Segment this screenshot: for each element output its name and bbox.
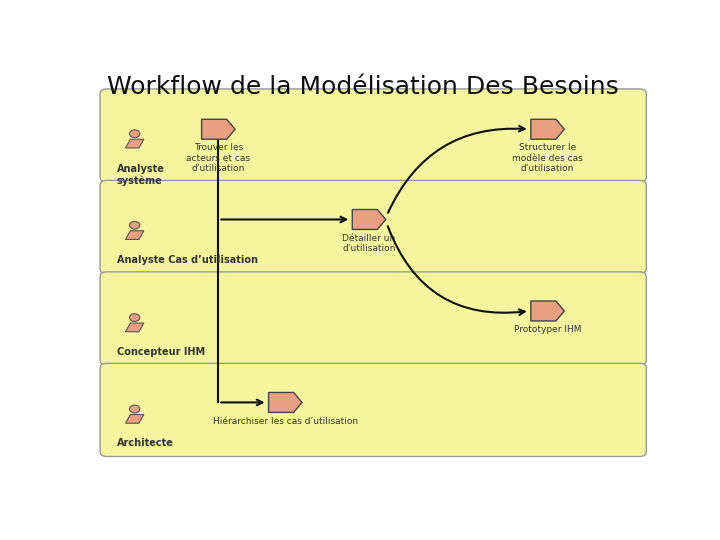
Text: Workflow de la Modélisation Des Besoins: Workflow de la Modélisation Des Besoins — [107, 75, 618, 99]
FancyBboxPatch shape — [100, 180, 647, 274]
Text: Architecte: Architecte — [117, 438, 174, 448]
Polygon shape — [531, 301, 564, 321]
Polygon shape — [352, 210, 386, 230]
Polygon shape — [531, 119, 564, 139]
Text: Hiérarchiser les cas d’utilisation: Hiérarchiser les cas d’utilisation — [212, 416, 358, 426]
Polygon shape — [125, 415, 144, 423]
Text: Détailler un
d’utilisation: Détailler un d’utilisation — [342, 234, 396, 253]
FancyBboxPatch shape — [100, 272, 647, 365]
Text: Analyste Cas d’utilisation: Analyste Cas d’utilisation — [117, 255, 258, 265]
Polygon shape — [125, 231, 144, 239]
Text: Analyste
système: Analyste système — [117, 164, 165, 186]
Polygon shape — [125, 139, 144, 148]
FancyBboxPatch shape — [100, 89, 647, 182]
Text: Structurer le
modèle des cas
d’utilisation: Structurer le modèle des cas d’utilisati… — [512, 144, 583, 173]
Circle shape — [130, 221, 140, 229]
Text: Trouver les
acteurs et cas
d’utilisation: Trouver les acteurs et cas d’utilisation — [186, 144, 251, 173]
Circle shape — [130, 405, 140, 413]
Text: Prototyper IHM: Prototyper IHM — [514, 325, 581, 334]
Circle shape — [130, 130, 140, 138]
FancyBboxPatch shape — [100, 363, 647, 456]
Text: Concepteur IHM: Concepteur IHM — [117, 347, 205, 357]
Circle shape — [130, 314, 140, 321]
Polygon shape — [269, 393, 302, 413]
Polygon shape — [202, 119, 235, 139]
Polygon shape — [125, 323, 144, 332]
